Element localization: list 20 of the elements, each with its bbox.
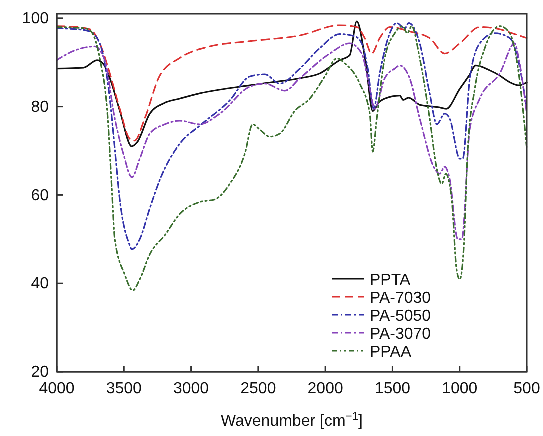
x-tick-label: 3500	[106, 380, 142, 398]
line-series	[56, 26, 528, 292]
x-tick-label: 2500	[240, 380, 276, 398]
x-axis-title: Wavenumber [cm$^{−1}$]	[221, 411, 363, 430]
x-tick-label: 4000	[39, 380, 75, 398]
x-tick-label: 1500	[374, 380, 411, 398]
x-tick-label: 500	[514, 380, 540, 398]
legend-label: PA-3070	[370, 326, 432, 343]
y-tick-label: 20	[31, 364, 50, 382]
y-tick-label: 100	[22, 10, 50, 28]
x-tick-label: 2000	[308, 380, 344, 398]
y-tick-label: 40	[31, 276, 50, 293]
legend-label: PPTA	[370, 272, 411, 289]
y-tick-label: 60	[31, 187, 50, 204]
legend-label: PA-7030	[370, 290, 432, 307]
legend-label: PA-5050	[370, 308, 432, 325]
x-tick-label: 3000	[173, 380, 210, 398]
x-tick-label: 1000	[442, 380, 478, 398]
y-tick-label: 80	[31, 98, 50, 116]
legend-label: PPAA	[370, 344, 412, 361]
